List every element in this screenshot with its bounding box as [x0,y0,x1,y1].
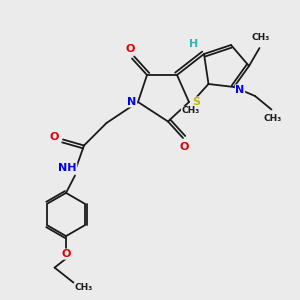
Text: CH₃: CH₃ [75,283,93,292]
Text: NH: NH [58,163,77,173]
Text: CH₃: CH₃ [252,33,270,42]
Text: S: S [193,97,200,107]
Text: H: H [189,38,198,49]
Text: O: O [49,131,59,142]
Text: O: O [180,142,189,152]
Text: CH₃: CH₃ [182,106,200,116]
Text: O: O [61,249,71,259]
Text: N: N [236,85,244,95]
Text: N: N [128,97,136,107]
Text: O: O [126,44,135,55]
Text: CH₃: CH₃ [264,114,282,123]
